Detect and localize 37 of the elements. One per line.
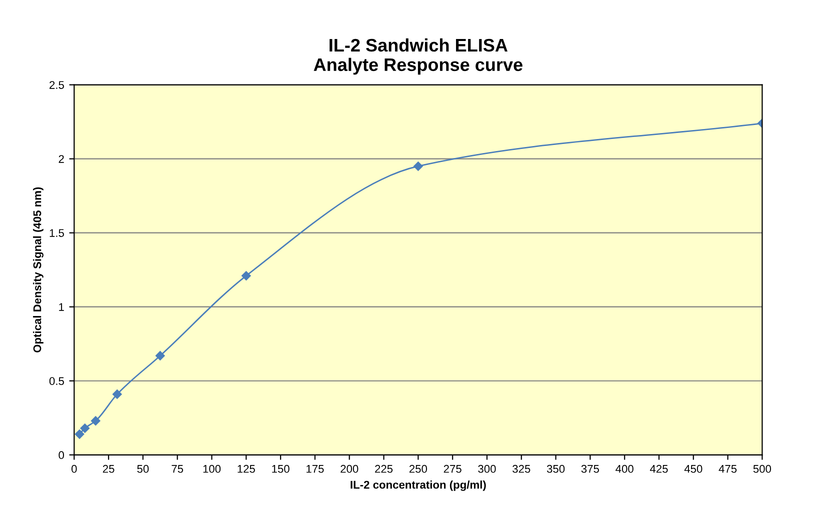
point — [80, 424, 90, 433]
x-tick-label: 300 — [478, 464, 496, 473]
chart-title: IL-2 Sandwich ELISA Analyte Response curve — [314, 38, 522, 75]
x-tick-label: 225 — [375, 464, 393, 473]
y-tick-label: 1 — [59, 303, 64, 311]
x-tick-label: 500 — [753, 464, 772, 473]
y-tick-label: 0 — [58, 451, 64, 460]
x-tick-label: 0 — [72, 464, 77, 473]
x-tick-label: 175 — [306, 465, 324, 473]
x-tick-label: 50 — [137, 464, 149, 473]
x-tick-label: 100 — [203, 464, 221, 473]
x-tick-label: 400 — [616, 464, 634, 473]
x-tick-label: 250 — [409, 464, 428, 473]
x-tick-label: 150 — [272, 464, 290, 473]
x-tick-label: 25 — [102, 464, 114, 473]
point — [112, 390, 122, 399]
x-tick-label: 350 — [546, 464, 565, 473]
x-axis-title: IL-2 concentration (pg/ml) — [350, 480, 486, 491]
x-tick-label: 325 — [512, 464, 530, 473]
y-tick-label: 2 — [58, 155, 64, 163]
point — [74, 430, 84, 439]
point — [414, 162, 423, 171]
point — [242, 271, 251, 280]
x-tick-label: 75 — [172, 465, 184, 473]
y-axis-title: Optical Density Signal (405 nm) — [33, 187, 44, 352]
x-tick-label: 450 — [684, 464, 702, 473]
point — [91, 416, 100, 426]
x-tick-label: 425 — [650, 464, 668, 473]
x-tick-label: 125 — [238, 464, 255, 473]
x-tick-label: 200 — [340, 464, 358, 473]
point — [156, 351, 165, 360]
y-tick-label: 2.5 — [50, 81, 64, 89]
y-tick-label: 1.5 — [50, 229, 64, 237]
x-tick-label: 275 — [444, 464, 462, 473]
x-tick-label: 375 — [581, 464, 599, 473]
x-tick-label: 475 — [718, 465, 737, 473]
y-tick-label: 0.5 — [49, 377, 64, 386]
